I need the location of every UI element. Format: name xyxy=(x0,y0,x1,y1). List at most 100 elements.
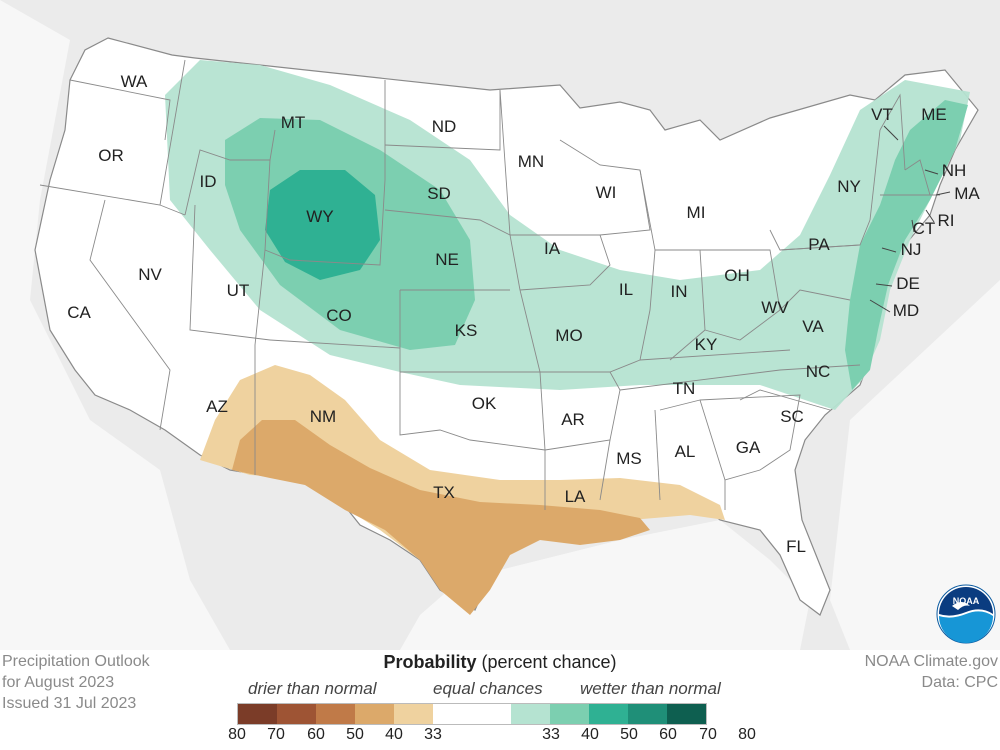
state-label-me: ME xyxy=(921,105,947,124)
legend-swatch xyxy=(550,704,589,724)
state-label-wv: WV xyxy=(761,298,789,317)
legend-title: Probability (percent chance) xyxy=(300,652,700,673)
state-label-nm: NM xyxy=(310,407,336,426)
legend-swatch xyxy=(589,704,628,724)
legend-swatch xyxy=(472,704,511,724)
state-label-mn: MN xyxy=(518,152,544,171)
legend-ticks: 80 70 60 50 40 33 33 40 50 60 70 80 xyxy=(212,726,782,748)
legend-tick-label: 50 xyxy=(346,726,364,743)
legend-swatch xyxy=(667,704,706,724)
legend-tick-label: 60 xyxy=(307,726,325,743)
state-label-wy: WY xyxy=(306,207,333,226)
state-label-co: CO xyxy=(326,306,352,325)
state-label-vt: VT xyxy=(871,105,893,124)
state-label-ma: MA xyxy=(954,184,980,203)
state-label-il: IL xyxy=(619,280,633,299)
state-label-nv: NV xyxy=(138,265,162,284)
noaa-logo: NOAA xyxy=(936,584,996,644)
state-label-nh: NH xyxy=(942,161,967,180)
state-label-tx: TX xyxy=(433,483,455,502)
state-label-ms: MS xyxy=(616,449,642,468)
state-label-ga: GA xyxy=(736,438,761,457)
legend-tick-label: 80 xyxy=(228,726,246,743)
legend-tick-label: 50 xyxy=(620,726,638,743)
state-label-ca: CA xyxy=(67,303,91,322)
state-label-ar: AR xyxy=(561,410,585,429)
legend-tick-label: 70 xyxy=(699,726,717,743)
state-borders xyxy=(39,59,940,510)
state-label-tn: TN xyxy=(673,379,696,398)
state-labels: WA OR CA ID NV MT WY UT AZ CO NM ND SD N… xyxy=(67,72,980,556)
legend-swatch xyxy=(277,704,316,724)
legend-tick-label: 40 xyxy=(385,726,403,743)
outlook-period: for August 2023 xyxy=(2,674,115,691)
map-area: WA OR CA ID NV MT WY UT AZ CO NM ND SD N… xyxy=(0,0,1000,650)
state-label-ri: RI xyxy=(938,211,955,230)
state-label-or: OR xyxy=(98,146,124,165)
state-label-ia: IA xyxy=(544,239,561,258)
state-label-in: IN xyxy=(671,282,688,301)
outlook-title: Precipitation Outlook xyxy=(2,653,150,670)
legend-title-rest: (percent chance) xyxy=(476,652,617,672)
state-label-mt: MT xyxy=(281,113,306,132)
state-label-ks: KS xyxy=(455,321,478,340)
state-label-ut: UT xyxy=(227,281,250,300)
state-label-md: MD xyxy=(893,301,919,320)
state-label-ky: KY xyxy=(695,335,718,354)
legend-tick-label: 33 xyxy=(424,726,442,743)
state-label-nc: NC xyxy=(806,362,831,381)
state-label-al: AL xyxy=(675,442,696,461)
credit-data: Data: CPC xyxy=(921,674,998,691)
legend-tick-label: 60 xyxy=(659,726,677,743)
state-label-ct: CT xyxy=(913,219,936,238)
state-label-id: ID xyxy=(200,172,217,191)
legend-swatch xyxy=(316,704,355,724)
map-title-block: Precipitation Outlook for August 2023 Is… xyxy=(2,651,150,714)
leader-lines xyxy=(869,125,951,313)
legend-tick-label: 80 xyxy=(738,726,756,743)
state-label-pa: PA xyxy=(808,235,830,254)
legend-tick-label: 70 xyxy=(267,726,285,743)
state-label-sd: SD xyxy=(427,184,451,203)
credits-block: NOAA Climate.gov Data: CPC xyxy=(865,651,998,693)
state-label-nd: ND xyxy=(432,117,457,136)
credit-source: NOAA Climate.gov xyxy=(864,653,998,670)
legend-swatch xyxy=(433,704,472,724)
state-label-sc: SC xyxy=(780,407,804,426)
drier-33-40-zone xyxy=(200,365,725,600)
legend-tick-label: 40 xyxy=(581,726,599,743)
legend-wetter-label: wetter than normal xyxy=(580,679,721,698)
state-label-la: LA xyxy=(565,487,586,506)
legend-swatch xyxy=(628,704,667,724)
us-precipitation-map: WA OR CA ID NV MT WY UT AZ CO NM ND SD N… xyxy=(0,0,1000,650)
ocean-east xyxy=(830,280,1000,650)
issue-date: Issued 31 Jul 2023 xyxy=(2,695,137,712)
state-label-de: DE xyxy=(896,274,920,293)
ocean-west xyxy=(0,0,230,650)
legend-title-bold: Probability xyxy=(383,652,477,672)
state-label-az: AZ xyxy=(206,397,228,416)
state-label-wi: WI xyxy=(596,183,617,202)
state-label-mo: MO xyxy=(555,326,582,345)
legend-drier-label: drier than normal xyxy=(248,679,377,698)
state-label-ny: NY xyxy=(837,177,861,196)
drier-40-50-zone xyxy=(232,420,650,615)
state-label-ok: OK xyxy=(472,394,497,413)
state-label-oh: OH xyxy=(724,266,750,285)
state-label-va: VA xyxy=(802,317,824,336)
legend-swatch xyxy=(394,704,433,724)
wetter-50-60-zone xyxy=(265,170,380,280)
legend-tick-label: 33 xyxy=(542,726,560,743)
svg-text:NOAA: NOAA xyxy=(953,596,980,606)
legend-equal-label: equal chances xyxy=(433,679,543,698)
state-label-fl: FL xyxy=(786,537,806,556)
state-label-nj: NJ xyxy=(901,240,922,259)
wetter-40-50-zone-east xyxy=(845,100,968,390)
state-label-wa: WA xyxy=(121,72,148,91)
gulf-of-mexico xyxy=(400,520,810,650)
state-label-ne: NE xyxy=(435,250,459,269)
legend-swatch xyxy=(355,704,394,724)
state-label-mi: MI xyxy=(687,203,706,222)
legend-color-bar xyxy=(237,703,707,725)
legend-swatch xyxy=(511,704,550,724)
